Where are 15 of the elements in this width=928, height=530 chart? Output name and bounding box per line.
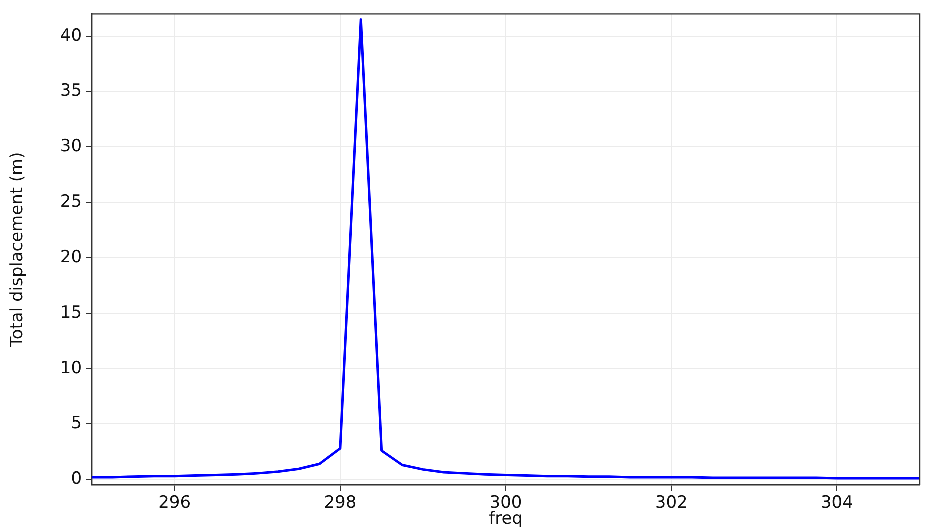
y-tick-label: 15 (60, 302, 82, 323)
x-tick-label: 298 (324, 492, 357, 513)
y-tick-label: 40 (60, 26, 82, 46)
x-axis-title: freq (489, 509, 523, 530)
y-tick-label: 0 (71, 469, 82, 490)
y-tick-label: 30 (60, 136, 82, 157)
y-axis-title: Total displacement (m) (8, 152, 28, 348)
x-tick-label: 304 (820, 492, 854, 513)
x-tick-label: 302 (655, 492, 688, 513)
y-tick-label: 20 (60, 247, 82, 268)
y-tick-label: 35 (60, 81, 82, 102)
y-tick-label: 10 (60, 358, 82, 378)
y-tick-label: 5 (71, 414, 82, 434)
y-tick-label: 25 (60, 192, 82, 212)
x-tick-label: 296 (158, 492, 192, 513)
